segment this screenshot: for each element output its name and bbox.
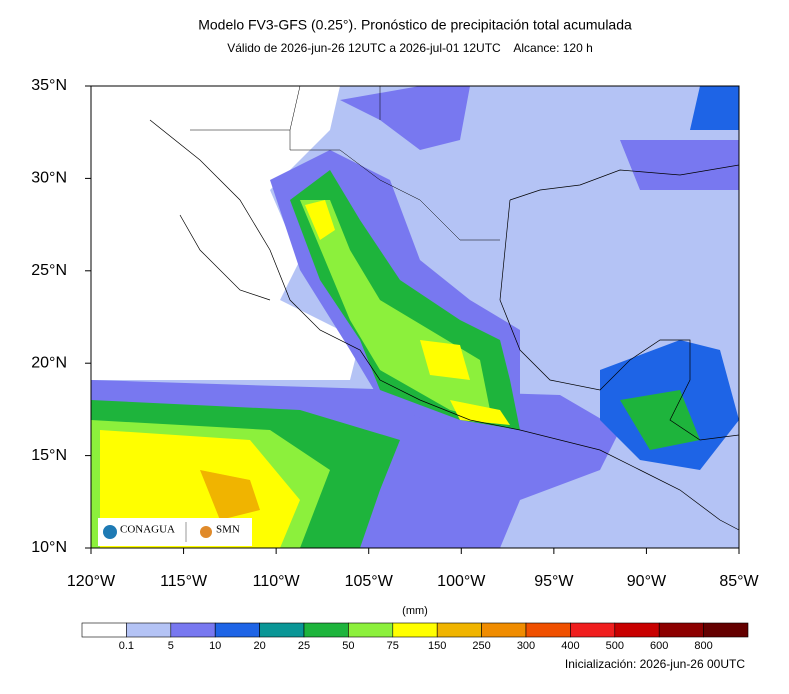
colorbar-label: 800 <box>694 640 712 652</box>
colorbar-swatch <box>259 622 305 638</box>
colorbar-swatch <box>81 622 127 638</box>
colorbar-label: 50 <box>342 640 354 652</box>
colorbar-swatch <box>658 622 704 638</box>
map-field <box>90 85 740 549</box>
footer: Inicialización: 2026-jun-26 00UTC <box>565 657 745 671</box>
colorbar-label: 5 <box>168 640 174 652</box>
subtitle: Válido de 2026-jun-26 12UTC a 2026-jul-0… <box>227 41 593 55</box>
colorbar-label: 75 <box>387 640 399 652</box>
x-tick-label: 110°W <box>253 573 301 590</box>
colorbar-swatch <box>348 622 394 638</box>
colorbar-label: 500 <box>606 640 624 652</box>
x-tick-label: 120°W <box>67 573 116 590</box>
colorbar-label: 250 <box>472 640 490 652</box>
y-tick-label: 20°N <box>31 354 67 371</box>
colorbar-label: 150 <box>428 640 446 652</box>
x-tick-label: 115°W <box>160 573 208 590</box>
colorbar-swatch <box>481 622 527 638</box>
colorbar-swatch <box>614 622 660 638</box>
y-tick-label: 35°N <box>31 77 67 94</box>
colorbar-swatch <box>570 622 616 638</box>
colorbar-swatch <box>214 622 260 638</box>
colorbar-label: 300 <box>517 640 535 652</box>
colorbar-label: 400 <box>561 640 579 652</box>
y-tick-label: 15°N <box>31 447 67 464</box>
colorbar-unit: (mm) <box>402 605 428 617</box>
colorbar-label: 25 <box>298 640 310 652</box>
y-tick-label: 25°N <box>31 262 67 279</box>
colorbar-swatch <box>392 622 438 638</box>
colorbar-label: 20 <box>253 640 265 652</box>
y-tick-label: 10°N <box>31 539 67 556</box>
colorbar-swatch <box>525 622 571 638</box>
colorbar-swatch <box>303 622 349 638</box>
y-tick-label: 30°N <box>31 170 67 187</box>
colorbar-label: 0.1 <box>119 640 134 652</box>
colorbar-label: 600 <box>650 640 668 652</box>
x-tick-label: 95°W <box>534 573 574 590</box>
title: Modelo FV3-GFS (0.25°). Pronóstico de pr… <box>198 17 632 33</box>
colorbar-swatch <box>126 622 172 638</box>
colorbar-swatch <box>436 622 482 638</box>
x-tick-label: 100°W <box>437 573 486 590</box>
colorbar-swatch <box>703 622 749 638</box>
logo-smn: SMN <box>216 524 240 536</box>
logo-conagua: CONAGUA <box>120 524 175 536</box>
colorbar-swatch <box>170 622 216 638</box>
colorbar-label: 10 <box>209 640 221 652</box>
x-tick-label: 90°W <box>627 573 667 590</box>
logo-box: CONAGUA SMN <box>98 518 252 546</box>
x-tick-label: 85°W <box>719 573 759 590</box>
x-tick-label: 105°W <box>345 573 394 590</box>
